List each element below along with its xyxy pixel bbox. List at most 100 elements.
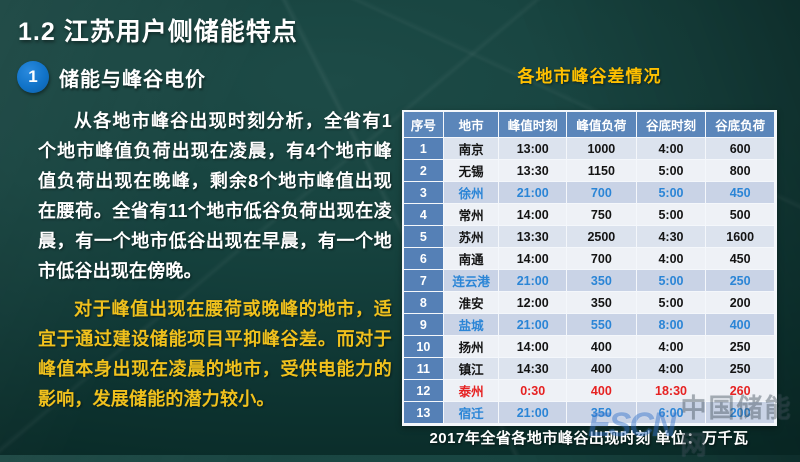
- cell-peak-time: 21:00: [499, 314, 568, 336]
- cell-valley-load: 450: [706, 182, 775, 204]
- table-row: 2 无锡 13:30 1150 5:00 800: [404, 160, 775, 182]
- page-title: 1.2 江苏用户侧储能特点: [18, 18, 298, 46]
- cell-peak-time: 13:30: [499, 226, 568, 248]
- cell-valley-load: 200: [706, 292, 775, 314]
- cell-city: 扬州: [443, 336, 500, 358]
- cell-valley-load: 400: [706, 314, 775, 336]
- table-row: 8 淮安 12:00 350 5:00 200: [404, 292, 775, 314]
- cell-peak-time: 13:30: [499, 160, 568, 182]
- section-number-badge: 1: [17, 61, 49, 93]
- cell-peak-time: 14:30: [499, 358, 568, 380]
- table-header-cell: 峰值负荷: [567, 112, 637, 138]
- peak-valley-table: 序号 地市 峰值时刻 峰值负荷 谷底时刻 谷底负荷 1 南京 13:00 1000 4:0…: [402, 110, 777, 426]
- table-body: 1 南京 13:00 1000 4:00 600 2 无锡 13:30 1150…: [404, 138, 775, 424]
- table-header-cell: 序号: [404, 112, 444, 138]
- table-row: 5 苏州 13:30 2500 4:30 1600: [404, 226, 775, 248]
- cell-valley-time: 18:30: [636, 380, 707, 402]
- cell-valley-load: 1600: [706, 226, 775, 248]
- table-row: 1 南京 13:00 1000 4:00 600: [404, 138, 775, 160]
- cell-peak-time: 14:00: [499, 204, 568, 226]
- cell-valley-time: 5:00: [636, 160, 707, 182]
- cell-peak-load: 400: [567, 358, 637, 380]
- cell-valley-load: 260: [706, 380, 775, 402]
- cell-city: 淮安: [443, 292, 500, 314]
- cell-city: 连云港: [443, 270, 500, 292]
- table-row: 11 镇江 14:30 400 4:00 250: [404, 358, 775, 380]
- cell-peak-time: 12:00: [499, 292, 568, 314]
- table-header-cell: 谷底时刻: [636, 112, 707, 138]
- cell-index: 3: [404, 182, 444, 204]
- cell-valley-load: 500: [706, 204, 775, 226]
- cell-peak-load: 700: [567, 248, 637, 270]
- table-caption: 2017年全省各地市峰谷出现时刻 单位：万千瓦: [429, 430, 749, 447]
- cell-index: 8: [404, 292, 444, 314]
- cell-city: 泰州: [443, 380, 500, 402]
- cell-valley-time: 5:00: [636, 270, 707, 292]
- table-title: 各地市峰谷差情况: [517, 67, 662, 86]
- table-row: 7 连云港 21:00 350 5:00 250: [404, 270, 775, 292]
- cell-city: 宿迁: [443, 402, 500, 424]
- table-header-cell: 谷底负荷: [706, 112, 775, 138]
- table-row: 6 南通 14:00 700 4:00 450: [404, 248, 775, 270]
- cell-peak-time: 0:30: [499, 380, 568, 402]
- cell-valley-load: 800: [706, 160, 775, 182]
- cell-peak-load: 350: [567, 292, 637, 314]
- table-row: 4 常州 14:00 750 5:00 500: [404, 204, 775, 226]
- cell-city: 常州: [443, 204, 500, 226]
- cell-valley-load: 450: [706, 248, 775, 270]
- cell-valley-load: 250: [706, 336, 775, 358]
- table-row: 13 宿迁 21:00 350 6:00 200: [404, 402, 775, 424]
- table-header: 序号 地市 峰值时刻 峰值负荷 谷底时刻 谷底负荷: [404, 112, 775, 138]
- cell-peak-load: 750: [567, 204, 637, 226]
- cell-city: 无锡: [443, 160, 500, 182]
- cell-peak-time: 21:00: [499, 182, 568, 204]
- cell-index: 9: [404, 314, 444, 336]
- cell-valley-load: 200: [706, 402, 775, 424]
- cell-peak-load: 400: [567, 380, 637, 402]
- cell-index: 2: [404, 160, 444, 182]
- cell-valley-time: 5:00: [636, 292, 707, 314]
- cell-peak-load: 1150: [567, 160, 637, 182]
- table-header-cell: 地市: [443, 112, 500, 138]
- cell-peak-time: 14:00: [499, 336, 568, 358]
- table-row: 9 盐城 21:00 550 8:00 400: [404, 314, 775, 336]
- cell-peak-load: 2500: [567, 226, 637, 248]
- paragraph-analysis: 从各地市峰谷出现时刻分析，全省有1个地市峰值负荷出现在凌晨，有4个地市峰值负荷出…: [38, 111, 392, 281]
- cell-peak-load: 400: [567, 336, 637, 358]
- cell-peak-load: 350: [567, 402, 637, 424]
- table-header-row: 序号 地市 峰值时刻 峰值负荷 谷底时刻 谷底负荷: [404, 112, 775, 138]
- cell-valley-time: 4:00: [636, 336, 707, 358]
- cell-valley-load: 250: [706, 270, 775, 292]
- paragraph-conclusion: 对于峰值出现在腰荷或晚峰的地市，适宜于通过建设储能项目平抑峰谷差。而对于峰值本身…: [38, 299, 392, 409]
- cell-peak-load: 350: [567, 270, 637, 292]
- cell-index: 1: [404, 138, 444, 160]
- cell-valley-time: 6:00: [636, 402, 707, 424]
- cell-city: 南京: [443, 138, 500, 160]
- cell-valley-time: 4:30: [636, 226, 707, 248]
- cell-peak-load: 700: [567, 182, 637, 204]
- cell-index: 10: [404, 336, 444, 358]
- cell-index: 12: [404, 380, 444, 402]
- cell-city: 徐州: [443, 182, 500, 204]
- cell-peak-load: 550: [567, 314, 637, 336]
- cell-index: 7: [404, 270, 444, 292]
- table-row: 3 徐州 21:00 700 5:00 450: [404, 182, 775, 204]
- cell-valley-time: 4:00: [636, 248, 707, 270]
- table-row: 10 扬州 14:00 400 4:00 250: [404, 336, 775, 358]
- section-heading: 1 储能与峰谷电价: [17, 61, 206, 93]
- cell-peak-time: 14:00: [499, 248, 568, 270]
- cell-city: 苏州: [443, 226, 500, 248]
- cell-city: 南通: [443, 248, 500, 270]
- cell-city: 盐城: [443, 314, 500, 336]
- cell-valley-time: 5:00: [636, 204, 707, 226]
- body-text-block: 从各地市峰谷出现时刻分析，全省有1个地市峰值负荷出现在凌晨，有4个地市峰值负荷出…: [38, 106, 392, 414]
- cell-peak-load: 1000: [567, 138, 637, 160]
- section-label: 储能与峰谷电价: [59, 68, 206, 91]
- cell-valley-time: 4:00: [636, 138, 707, 160]
- cell-city: 镇江: [443, 358, 500, 380]
- cell-valley-time: 4:00: [636, 358, 707, 380]
- cell-index: 4: [404, 204, 444, 226]
- table-header-cell: 峰值时刻: [499, 112, 568, 138]
- cell-index: 6: [404, 248, 444, 270]
- cell-index: 11: [404, 358, 444, 380]
